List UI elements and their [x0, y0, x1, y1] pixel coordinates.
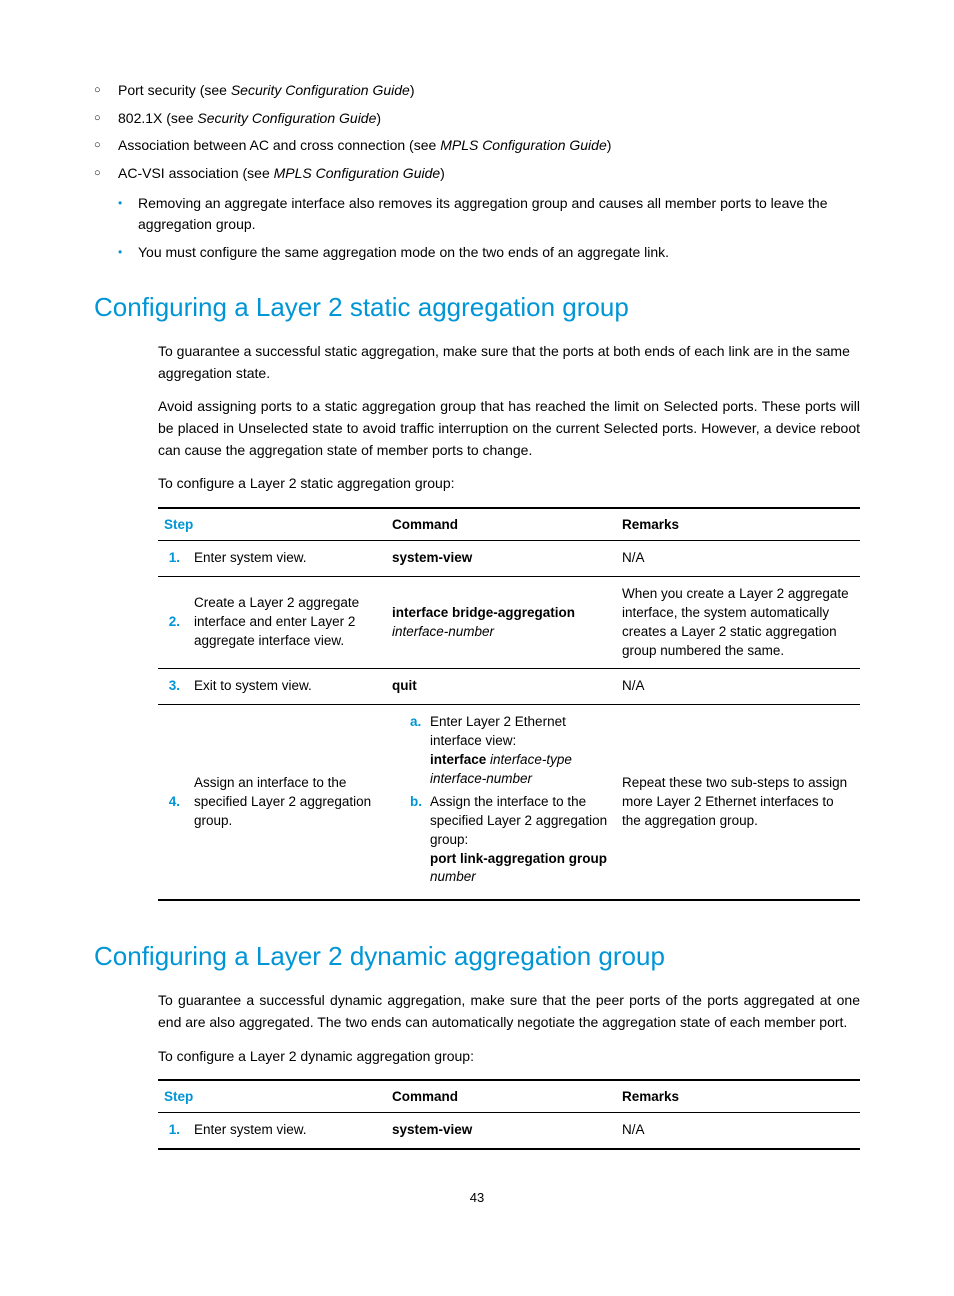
dot-bullet-list: Removing an aggregate interface also rem… — [94, 193, 860, 264]
step-desc: Create a Layer 2 aggregate interface and… — [186, 576, 386, 669]
substep-text: Assign the interface to the specified La… — [430, 794, 607, 847]
list-item: Removing an aggregate interface also rem… — [94, 193, 860, 236]
document-page: Port security (see Security Configuratio… — [0, 0, 954, 1245]
cmd-bold: interface — [430, 752, 486, 767]
step-number: 3. — [158, 669, 186, 705]
cmd-bold: port link-aggregation group — [430, 851, 607, 866]
step-remarks: When you create a Layer 2 aggregate inte… — [616, 576, 860, 669]
substep-body: Enter Layer 2 Ethernet interface view: i… — [430, 713, 610, 789]
text: AC-VSI association (see — [118, 165, 274, 181]
list-item: 802.1X (see Security Configuration Guide… — [94, 108, 860, 130]
circle-bullet-list: Port security (see Security Configuratio… — [94, 80, 860, 185]
step-command: system-view — [386, 540, 616, 576]
text: You must configure the same aggregation … — [138, 244, 669, 260]
substep-text: Enter Layer 2 Ethernet interface view: — [430, 714, 566, 748]
table-header-row: Step Command Remarks — [158, 1080, 860, 1113]
step-command: quit — [386, 669, 616, 705]
paragraph: To configure a Layer 2 dynamic aggregati… — [158, 1046, 860, 1068]
static-aggregation-table: Step Command Remarks 1. Enter system vie… — [158, 507, 860, 901]
list-item: AC-VSI association (see MPLS Configurati… — [94, 163, 860, 185]
text: Association between AC and cross connect… — [118, 137, 440, 153]
step-desc: Exit to system view. — [186, 669, 386, 705]
step-number: 1. — [158, 1113, 186, 1149]
step-remarks: N/A — [616, 540, 860, 576]
text: ) — [376, 110, 381, 126]
table-row: 1. Enter system view. system-view N/A — [158, 540, 860, 576]
page-number: 43 — [94, 1190, 860, 1205]
step-remarks: N/A — [616, 1113, 860, 1149]
step-number: 2. — [158, 576, 186, 669]
step-command: interface bridge-aggregation interface-n… — [386, 576, 616, 669]
paragraph: Avoid assigning ports to a static aggreg… — [158, 396, 860, 461]
step-command: system-view — [386, 1113, 616, 1149]
reference-italic: MPLS Configuration Guide — [274, 165, 441, 181]
reference-italic: Security Configuration Guide — [231, 82, 410, 98]
substep: b. Assign the interface to the specified… — [410, 793, 610, 887]
step-command: a. Enter Layer 2 Ethernet interface view… — [386, 705, 616, 901]
section-heading: Configuring a Layer 2 static aggregation… — [94, 292, 860, 323]
substep-body: Assign the interface to the specified La… — [430, 793, 610, 887]
step-number: 1. — [158, 540, 186, 576]
cmd-bold: system-view — [392, 1122, 472, 1137]
cmd-bold: quit — [392, 678, 417, 693]
reference-italic: MPLS Configuration Guide — [440, 137, 607, 153]
th-remarks: Remarks — [616, 1080, 860, 1113]
cmd-italic: number — [430, 869, 476, 884]
step-desc: Enter system view. — [186, 540, 386, 576]
th-remarks: Remarks — [616, 508, 860, 541]
th-command: Command — [386, 1080, 616, 1113]
table-row: 1. Enter system view. system-view N/A — [158, 1113, 860, 1149]
paragraph: To guarantee a successful dynamic aggreg… — [158, 990, 860, 1033]
reference-italic: Security Configuration Guide — [197, 110, 376, 126]
cmd-italic: interface-number — [392, 624, 494, 639]
section-body: To guarantee a successful static aggrega… — [94, 341, 860, 901]
step-desc: Enter system view. — [186, 1113, 386, 1149]
text: Port security (see — [118, 82, 231, 98]
table-row: 3. Exit to system view. quit N/A — [158, 669, 860, 705]
list-item: You must configure the same aggregation … — [94, 242, 860, 264]
step-remarks: N/A — [616, 669, 860, 705]
step-remarks: Repeat these two sub-steps to assign mor… — [616, 705, 860, 901]
section-body: To guarantee a successful dynamic aggreg… — [94, 990, 860, 1150]
paragraph: To configure a Layer 2 static aggregatio… — [158, 473, 860, 495]
text: 802.1X (see — [118, 110, 197, 126]
substep: a. Enter Layer 2 Ethernet interface view… — [410, 713, 610, 789]
table-row: 2. Create a Layer 2 aggregate interface … — [158, 576, 860, 669]
cmd-bold: system-view — [392, 550, 472, 565]
text: Removing an aggregate interface also rem… — [138, 195, 828, 233]
substep-letter: a. — [410, 713, 430, 732]
cmd-bold: interface bridge-aggregation — [392, 605, 575, 620]
list-item: Association between AC and cross connect… — [94, 135, 860, 157]
th-step: Step — [158, 508, 386, 541]
paragraph: To guarantee a successful static aggrega… — [158, 341, 860, 384]
step-desc: Assign an interface to the specified Lay… — [186, 705, 386, 901]
section-heading: Configuring a Layer 2 dynamic aggregatio… — [94, 941, 860, 972]
th-step: Step — [158, 1080, 386, 1113]
step-number: 4. — [158, 705, 186, 901]
table-header-row: Step Command Remarks — [158, 508, 860, 541]
dynamic-aggregation-table: Step Command Remarks 1. Enter system vie… — [158, 1079, 860, 1150]
text: ) — [410, 82, 415, 98]
list-item: Port security (see Security Configuratio… — [94, 80, 860, 102]
th-command: Command — [386, 508, 616, 541]
text: ) — [607, 137, 612, 153]
table-row: 4. Assign an interface to the specified … — [158, 705, 860, 901]
text: ) — [440, 165, 445, 181]
substep-letter: b. — [410, 793, 430, 812]
